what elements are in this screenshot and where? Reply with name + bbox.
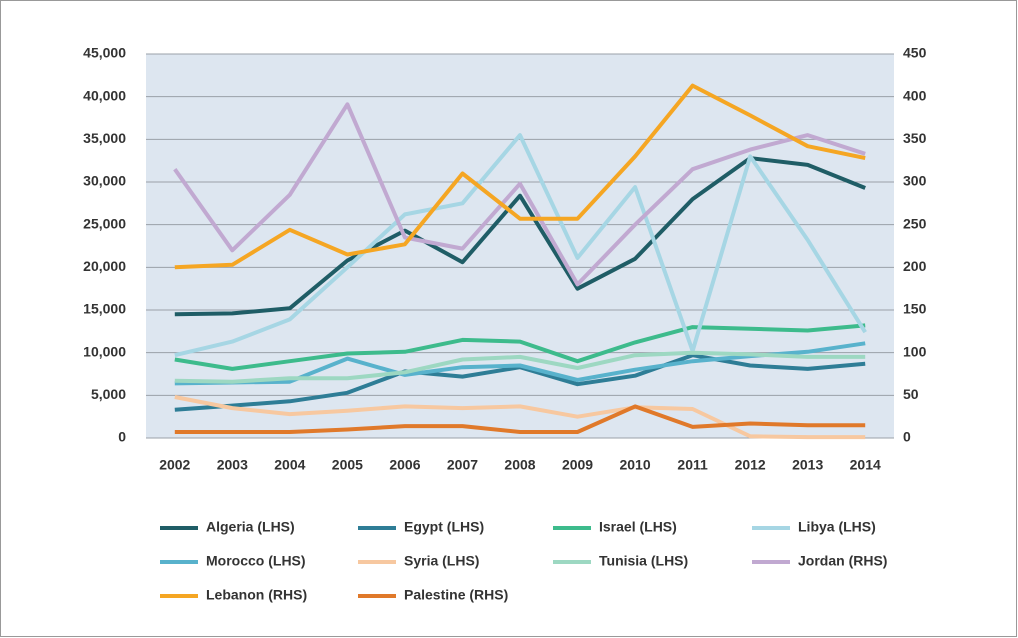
series-line <box>174 323 866 371</box>
x-tick-label: 2005 <box>332 457 363 473</box>
legend-label: Israel (LHS) <box>599 519 677 535</box>
x-tick-label: 2010 <box>619 457 650 473</box>
x-tick-label: 2012 <box>735 457 766 473</box>
x-tick-label: 2007 <box>447 457 478 473</box>
y-tick-label: 35,000 <box>83 130 126 146</box>
legend-label: Jordan (RHS) <box>798 553 887 569</box>
y-tick-label: 40,000 <box>83 87 126 103</box>
series-line <box>174 350 866 384</box>
series-line <box>174 395 866 440</box>
y2-tick-label: 200 <box>903 258 927 274</box>
y2-tick-label: 300 <box>903 173 927 189</box>
series-line <box>174 404 866 434</box>
y-tick-label: 20,000 <box>83 258 126 274</box>
y-tick-label: 45,000 <box>83 45 126 61</box>
y-tick-label: 0 <box>118 429 126 445</box>
y-tick-label: 25,000 <box>83 215 126 231</box>
legend-label: Palestine (RHS) <box>404 587 508 603</box>
legend-label: Syria (LHS) <box>404 553 479 569</box>
x-tick-label: 2013 <box>792 457 823 473</box>
series-line <box>173 102 866 287</box>
plot-area <box>146 54 894 438</box>
x-tick-label: 2002 <box>159 457 190 473</box>
legend-label: Lebanon (RHS) <box>206 587 307 603</box>
legend-label: Algeria (LHS) <box>206 519 295 535</box>
y-tick-label: 10,000 <box>83 343 126 359</box>
y2-tick-label: 350 <box>903 130 927 146</box>
series-line <box>174 83 866 270</box>
y2-tick-label: 150 <box>903 301 927 317</box>
x-tick-label: 2014 <box>850 457 881 473</box>
x-tick-label: 2011 <box>677 457 708 473</box>
x-tick-label: 2006 <box>389 457 420 473</box>
legend-label: Morocco (LHS) <box>206 553 306 569</box>
y-tick-label: 5,000 <box>91 386 126 402</box>
y2-tick-label: 50 <box>903 386 919 402</box>
x-tick-label: 2004 <box>274 457 305 473</box>
y2-tick-label: 100 <box>903 343 927 359</box>
x-tick-label: 2009 <box>562 457 593 473</box>
y2-tick-label: 450 <box>903 45 927 61</box>
legend-label: Libya (LHS) <box>798 519 876 535</box>
x-tick-label: 2003 <box>217 457 248 473</box>
y-tick-label: 30,000 <box>83 173 126 189</box>
series-line <box>174 133 867 358</box>
y2-tick-label: 250 <box>903 215 927 231</box>
legend-label: Egypt (LHS) <box>404 519 484 535</box>
x-tick-label: 2008 <box>504 457 535 473</box>
y2-tick-label: 0 <box>903 429 911 445</box>
y2-tick-label: 400 <box>903 87 927 103</box>
legend-label: Tunisia (LHS) <box>599 553 688 569</box>
y-tick-label: 15,000 <box>83 301 126 317</box>
